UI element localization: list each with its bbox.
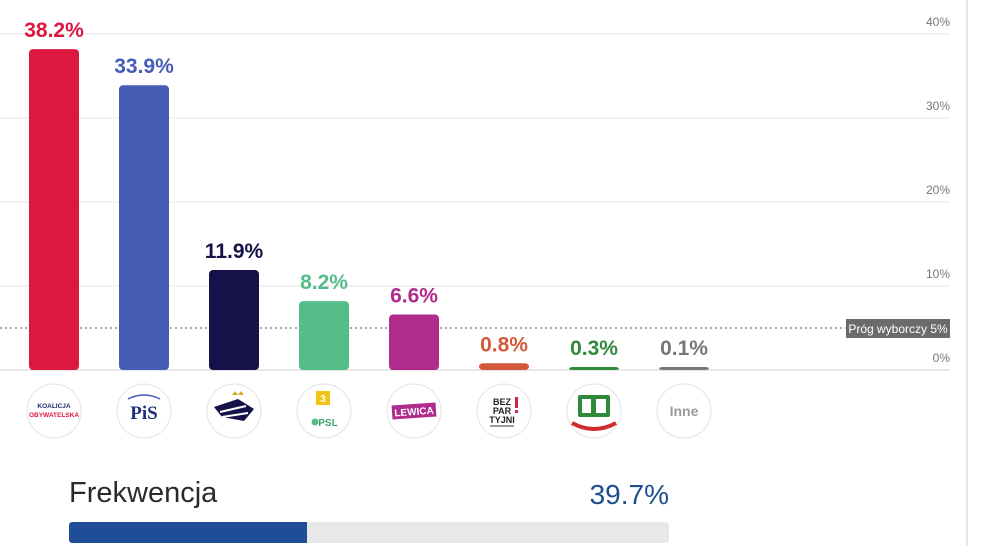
turnout-value: 39.7% (589, 479, 669, 510)
panel-border (966, 0, 968, 546)
logo-text: BEZ (493, 397, 512, 407)
logo-arc (571, 421, 617, 431)
bar-value-label: 38.2% (24, 19, 84, 42)
bar (119, 85, 169, 371)
threshold-badge (846, 319, 950, 338)
logo-crown (232, 391, 244, 395)
logo-clover (311, 418, 319, 426)
y-tick-label: 10% (926, 267, 950, 281)
bar (479, 363, 529, 370)
bar (659, 367, 709, 370)
turnout-label: Frekwencja (69, 477, 218, 509)
logo-text: KOALICJA (37, 403, 71, 410)
bar-value-label: 0.3% (570, 337, 618, 360)
logo-wing-stripe (219, 405, 247, 413)
logo-underline (490, 425, 514, 427)
bar-value-label: 8.2% (300, 271, 348, 294)
threshold-label: Próg wyborczy 5% (848, 322, 948, 336)
inne-logo (656, 383, 712, 439)
turnout-progress-fill (69, 522, 308, 543)
logo-eagle (214, 399, 254, 421)
results-chart: 0%10%20%30%40%Próg wyborczy 5%38.2%KOALI… (0, 15, 951, 439)
y-tick-label: 0% (933, 351, 951, 365)
y-tick-label: 30% (926, 99, 950, 113)
logo-window (596, 399, 606, 413)
bar-value-label: 11.9% (205, 240, 264, 263)
logo-text: PSL (318, 418, 337, 429)
koalicja-obywatelska-logo (26, 383, 82, 439)
logo-banner (391, 402, 437, 420)
logo-text: OBYWATELSKA (29, 412, 79, 419)
turnout-progress-track (69, 522, 669, 543)
bar-value-label: 0.1% (660, 337, 708, 360)
y-tick-label: 20% (926, 183, 950, 197)
trzecia-droga-psl-logo (296, 383, 352, 439)
bar (299, 301, 349, 370)
logo-text: PAR (493, 406, 512, 416)
logo-text: LEWICA (394, 406, 434, 420)
logo-text: PiS (130, 403, 157, 424)
bar-value-label: 6.6% (390, 285, 438, 308)
logo-wing-stripe (221, 412, 249, 418)
logo-exclamation-dot (515, 410, 518, 413)
bar-value-label: 0.8% (480, 333, 528, 356)
logo-text: TYJNI (489, 415, 515, 425)
bar-value-label: 33.9% (114, 55, 174, 78)
bar (389, 314, 439, 370)
bar (569, 367, 619, 370)
logo-square (316, 391, 330, 405)
logo-window (582, 399, 591, 413)
logo-swoosh (127, 394, 161, 400)
logo-mark: 3 (320, 394, 326, 405)
turnout-panel: Frekwencja 39.7% (69, 477, 669, 543)
logo-text: Inne (670, 403, 699, 419)
bar (29, 49, 79, 371)
logo-exclamation (515, 397, 518, 408)
y-tick-label: 40% (926, 15, 950, 29)
bar (209, 270, 259, 370)
